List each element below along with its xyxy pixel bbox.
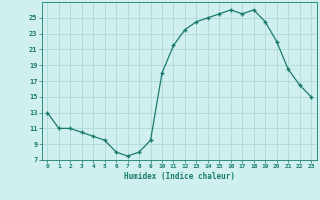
X-axis label: Humidex (Indice chaleur): Humidex (Indice chaleur) [124, 172, 235, 181]
